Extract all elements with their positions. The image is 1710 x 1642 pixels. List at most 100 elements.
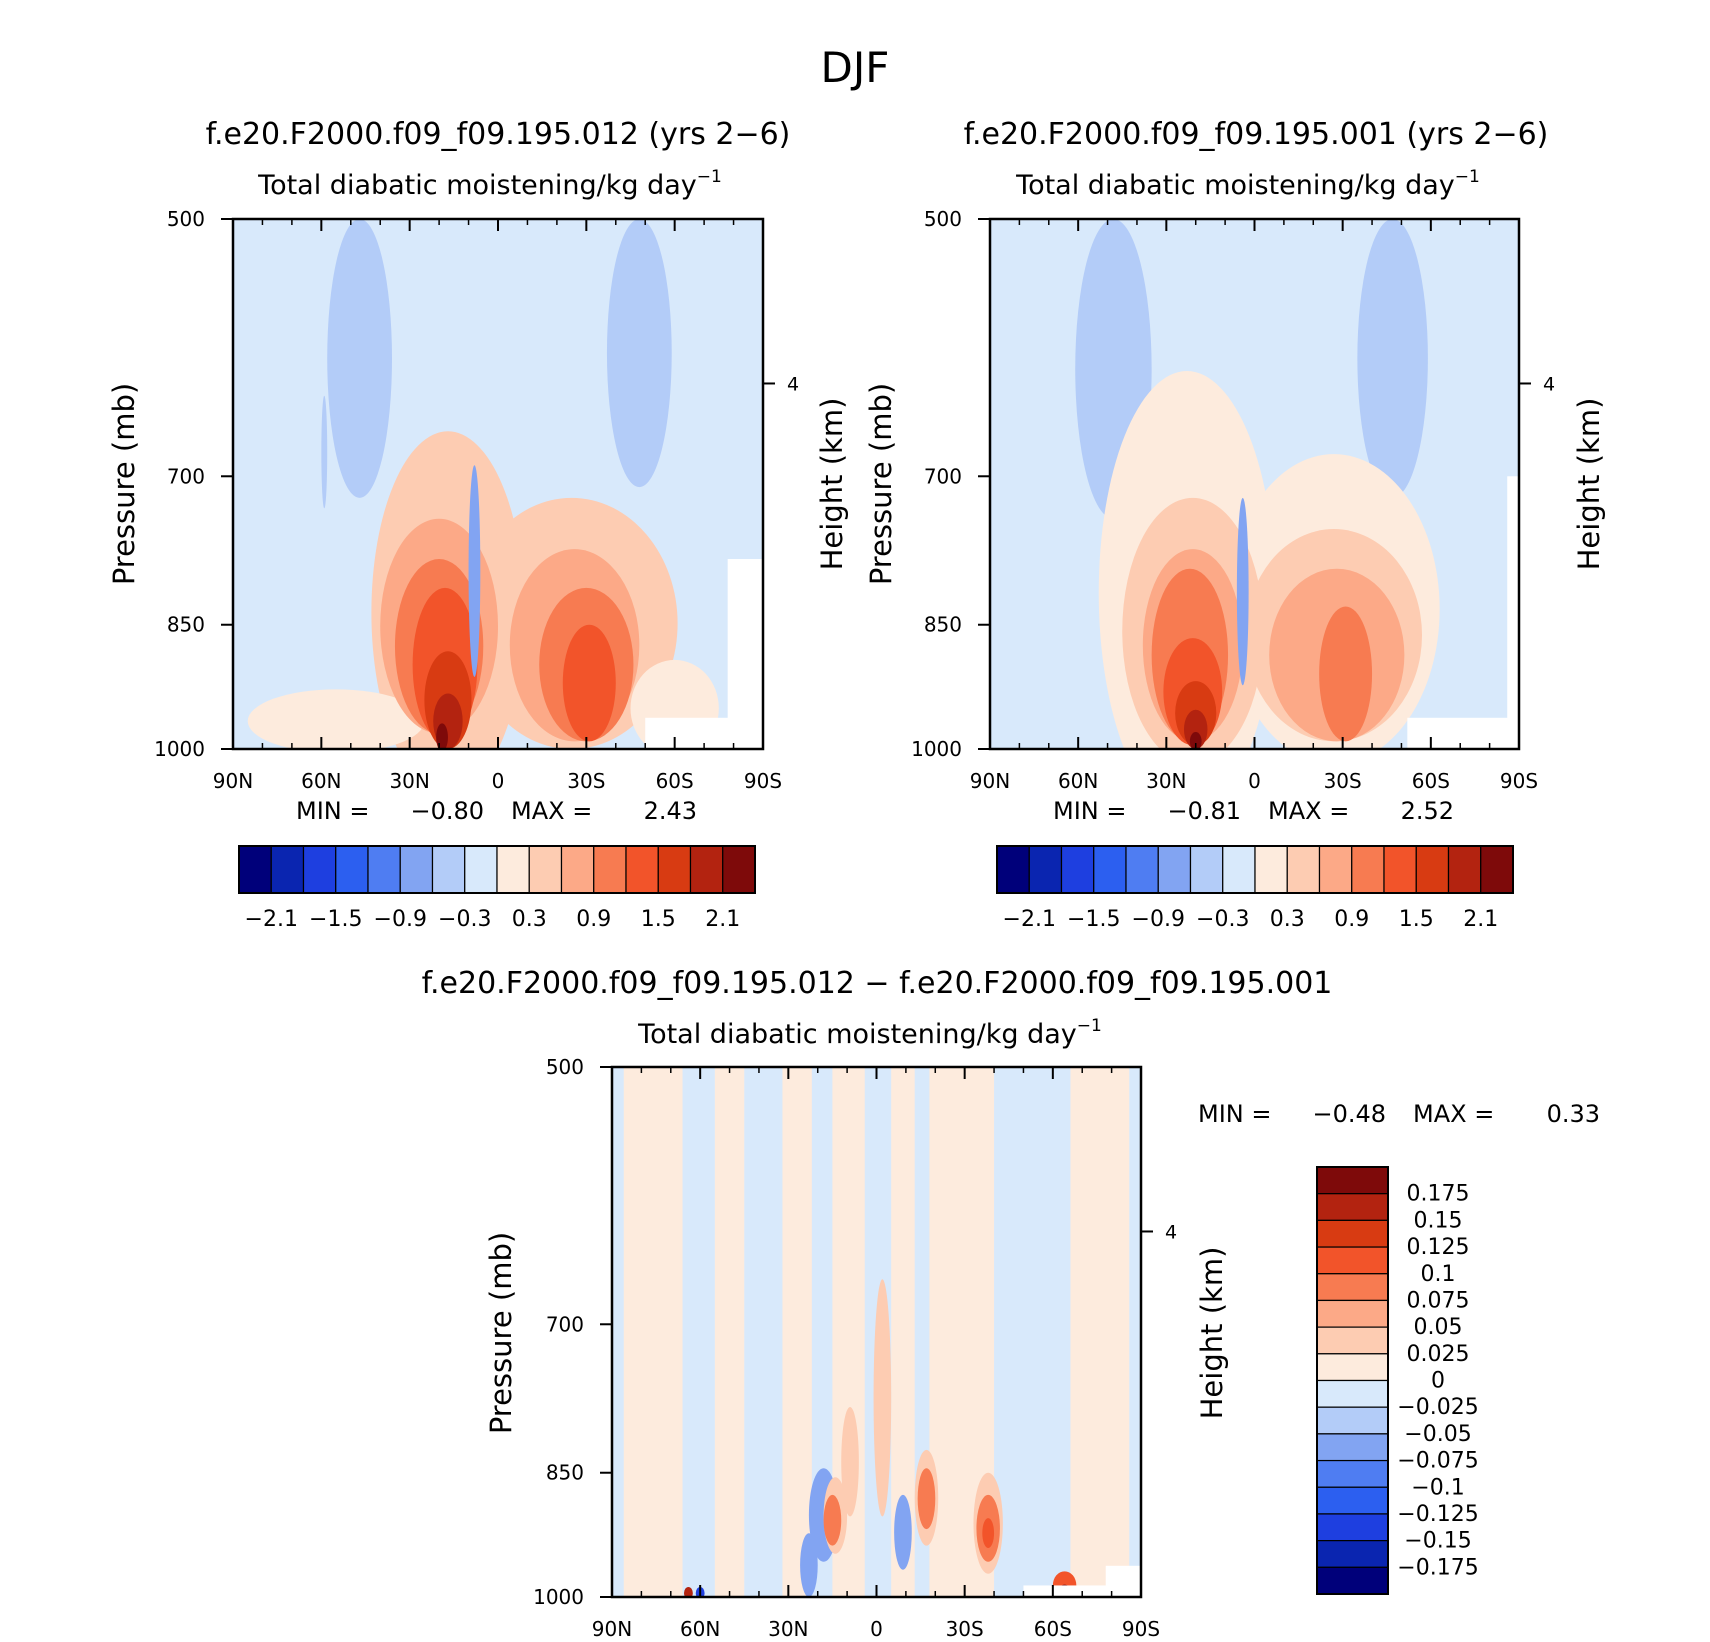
contour-region	[436, 723, 448, 749]
panel-right-subtitle-sup: −1	[1455, 167, 1480, 187]
panel-right-max-value: 2.52	[1401, 797, 1454, 825]
y-tick-label: 500	[924, 207, 962, 231]
x-tick-label: 90N	[592, 1617, 632, 1641]
panel-diff-colorbar: 0.1750.150.1250.10.0750.050.0250−0.025−0…	[1316, 1166, 1479, 1595]
panel-left-subtitle-text: Total diabatic moistening/kg day	[257, 170, 697, 201]
x-tick-label: 60S	[1412, 769, 1450, 793]
x-tick-label: 90N	[213, 769, 253, 793]
panel-right-min-label: MIN =	[1053, 797, 1126, 825]
panel-right: f.e20.F2000.f09_f09.195.001 (yrs 2−6) To…	[864, 117, 1606, 932]
y-tick-label: 1000	[533, 1585, 584, 1609]
colorbar-swatch	[335, 845, 369, 894]
panel-right-subtitle: Total diabatic moistening/kg day−1	[1015, 167, 1480, 201]
panel-left-min-label: MIN =	[296, 797, 369, 825]
colorbar-swatch	[1189, 845, 1224, 894]
panel-diff-subtitle-sup: −1	[1077, 1016, 1102, 1036]
x-tick-label: 90N	[970, 769, 1010, 793]
colorbar-swatch	[1316, 1219, 1389, 1248]
colorbar-swatch	[1316, 1273, 1389, 1302]
x-tick-label: 60N	[301, 769, 341, 793]
contour-region	[800, 1533, 818, 1597]
colorbar-tick-label: −0.175	[1397, 1555, 1478, 1580]
x-tick-label: 30N	[1146, 769, 1186, 793]
panel-left-max-value: 2.43	[644, 797, 697, 825]
colorbar-tick-label: −0.025	[1397, 1395, 1478, 1420]
contour-region	[894, 1494, 912, 1570]
missing-data-region	[727, 559, 763, 749]
panel-left-subtitle-sup: −1	[697, 167, 722, 187]
panel-right-min-value: −0.81	[1167, 797, 1241, 825]
colorbar-swatch	[1316, 1513, 1389, 1542]
x-tick-label: 30S	[946, 1617, 984, 1641]
panel-left-min-value: −0.80	[410, 797, 484, 825]
colorbar-tick-label: −2.1	[245, 907, 298, 932]
colorbar-swatch	[1480, 845, 1514, 894]
contour-region	[321, 395, 328, 509]
colorbar-swatch	[1318, 845, 1353, 894]
colorbar-swatch	[367, 845, 401, 894]
x-tick-label: 0	[492, 769, 505, 793]
colorbar-swatch	[1316, 1406, 1389, 1435]
contour-stripe	[623, 1067, 683, 1597]
colorbar-swatch	[431, 845, 466, 894]
x-tick-label: 30S	[1324, 769, 1362, 793]
contour-stripe	[1070, 1067, 1130, 1597]
x-tick-label: 30N	[768, 1617, 808, 1641]
x-tick-label: 60N	[1058, 769, 1098, 793]
colorbar-swatch	[238, 845, 272, 894]
contour-region	[1319, 606, 1373, 742]
panel-diff-title: f.e20.F2000.f09_f09.195.012 − f.e20.F200…	[422, 966, 1333, 1001]
colorbar-swatch	[1060, 845, 1095, 894]
panel-diff-ylabel-right: Height (km)	[1195, 1247, 1229, 1420]
main-title: DJF	[821, 43, 890, 92]
colorbar-frame	[238, 845, 756, 894]
colorbar-tick-label: 0.175	[1407, 1182, 1470, 1207]
y-tick-label: 850	[167, 613, 205, 637]
panel-diff-min-value: −0.48	[1312, 1100, 1386, 1128]
y-tick-label: 850	[924, 613, 962, 637]
colorbar-swatch	[1222, 845, 1256, 894]
colorbar-swatch	[1157, 845, 1192, 894]
colorbar-swatch	[399, 845, 434, 894]
colorbar-tick-label: −1.5	[309, 907, 362, 932]
colorbar-swatch	[1383, 845, 1417, 894]
y-tick-label: 1000	[154, 737, 205, 761]
panel-right-title: f.e20.F2000.f09_f09.195.001 (yrs 2−6)	[964, 117, 1549, 152]
panel-diff-max-label: MAX =	[1413, 1100, 1494, 1128]
y-tick-label: 1000	[911, 737, 962, 761]
colorbar-swatch	[1125, 845, 1159, 894]
y-right-tick-label: 4	[1543, 373, 1555, 395]
missing-data-region	[1407, 717, 1519, 749]
colorbar-swatch	[302, 845, 337, 894]
x-tick-label: 60N	[680, 1617, 720, 1641]
panel-right-colorbar: −2.1 −1.5 −0.9 −0.3 0.3 0.9 1.5 2.1	[996, 845, 1514, 932]
colorbar-swatch	[1316, 1166, 1389, 1195]
contour-region	[606, 219, 672, 488]
colorbar-tick-label: −0.125	[1397, 1502, 1478, 1527]
panel-left-ylabel: Pressure (mb)	[107, 383, 141, 585]
colorbar-swatch	[722, 845, 756, 894]
panel-right-max-label: MAX =	[1268, 797, 1349, 825]
contour-region	[468, 465, 481, 677]
panel-left-ticks: 90N 60N 30N 0 30S 60S 90S 500 700 850 1000 4	[154, 207, 799, 793]
colorbar-swatch	[1316, 1326, 1389, 1355]
colorbar-swatch	[1093, 845, 1127, 894]
x-tick-label: 0	[870, 1617, 883, 1641]
x-tick-label: 30S	[567, 769, 605, 793]
colorbar-tick-label: −1.5	[1067, 907, 1120, 932]
colorbar-swatch	[464, 845, 498, 894]
colorbar-swatch	[1316, 1459, 1389, 1488]
contour-region	[1183, 709, 1208, 749]
panel-left-ylabel-right: Height (km)	[815, 398, 849, 571]
colorbar-swatch	[1415, 845, 1450, 894]
y-tick-label: 700	[924, 464, 962, 488]
colorbar-tick-label: −2.1	[1003, 907, 1056, 932]
colorbar-swatch	[1254, 845, 1288, 894]
x-tick-label: 0	[1248, 769, 1261, 793]
panel-diff-subtitle: Total diabatic moistening/kg day−1	[637, 1016, 1102, 1050]
colorbar-tick-label: 0.3	[512, 907, 547, 932]
panel-right-ticks: 90N 60N 30N 0 30S 60S 90S 500 700 850 1000 4	[911, 207, 1555, 793]
panel-diff-field	[612, 1067, 1141, 1597]
y-right-tick-label: 4	[1165, 1221, 1177, 1243]
colorbar-swatch	[1286, 845, 1321, 894]
